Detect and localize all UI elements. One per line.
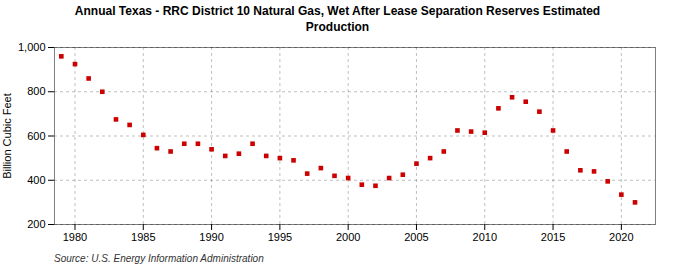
svg-text:2010: 2010 bbox=[473, 231, 497, 243]
svg-text:1985: 1985 bbox=[131, 231, 155, 243]
svg-text:2005: 2005 bbox=[404, 231, 428, 243]
svg-text:600: 600 bbox=[27, 130, 45, 142]
html-text:Source: U.S. Energy Informatio: Source: U.S. Energy Information Administ… bbox=[54, 253, 264, 265]
svg-text:800: 800 bbox=[27, 85, 45, 97]
svg-text:1,000: 1,000 bbox=[18, 41, 46, 53]
svg-text:1995: 1995 bbox=[268, 231, 292, 243]
svg-text:2000: 2000 bbox=[336, 231, 360, 243]
svg-text:Billion Cubic Feet: Billion Cubic Feet bbox=[1, 93, 13, 179]
svg-text:1990: 1990 bbox=[199, 231, 223, 243]
svg-text:200: 200 bbox=[27, 218, 45, 230]
svg-text:400: 400 bbox=[27, 174, 45, 186]
svg-text:1980: 1980 bbox=[63, 231, 87, 243]
svg-text:2020: 2020 bbox=[609, 231, 633, 243]
svg-text:2015: 2015 bbox=[541, 231, 565, 243]
html-text:Annual Texas - RRC District 10: Annual Texas - RRC District 10 Natural G… bbox=[74, 4, 601, 34]
